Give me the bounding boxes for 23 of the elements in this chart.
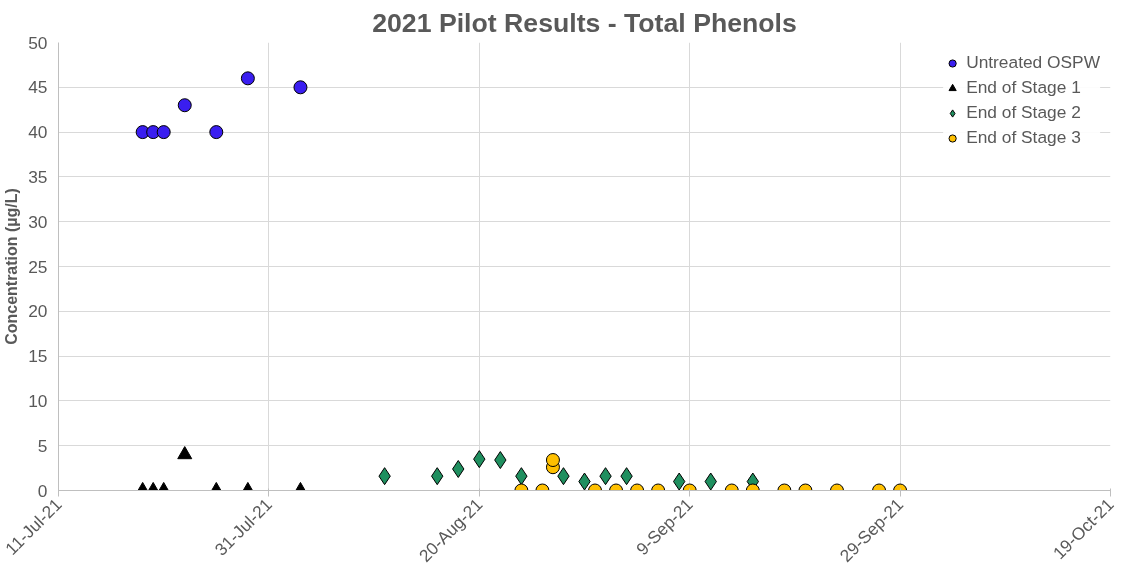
y-tick-label: 0 <box>37 480 48 501</box>
y-tick-label: 50 <box>28 32 48 53</box>
chart-title: 2021 Pilot Results - Total Phenols <box>372 7 797 38</box>
point <box>293 80 308 95</box>
y-axis-title: Concentration (µg/L) <box>3 188 21 345</box>
legend-label: Untreated OSPW <box>966 52 1100 73</box>
legend-label: End of Stage 3 <box>966 127 1081 148</box>
legend-label: End of Stage 1 <box>966 77 1081 98</box>
point <box>156 125 171 140</box>
y-tick-label: 40 <box>28 122 48 143</box>
point <box>177 446 193 460</box>
point <box>177 98 192 113</box>
y-tick-label: 10 <box>28 390 48 411</box>
y-tick-label: 15 <box>28 346 48 367</box>
legend-label: End of Stage 2 <box>966 102 1081 123</box>
y-tick-label: 25 <box>28 256 48 277</box>
y-tick-label: 30 <box>28 211 48 232</box>
point <box>240 71 255 86</box>
y-tick-label: 45 <box>28 77 48 98</box>
y-tick-label: 35 <box>28 166 48 187</box>
point <box>209 125 224 140</box>
y-tick-label: 20 <box>28 301 48 322</box>
y-tick-label: 5 <box>37 435 48 456</box>
